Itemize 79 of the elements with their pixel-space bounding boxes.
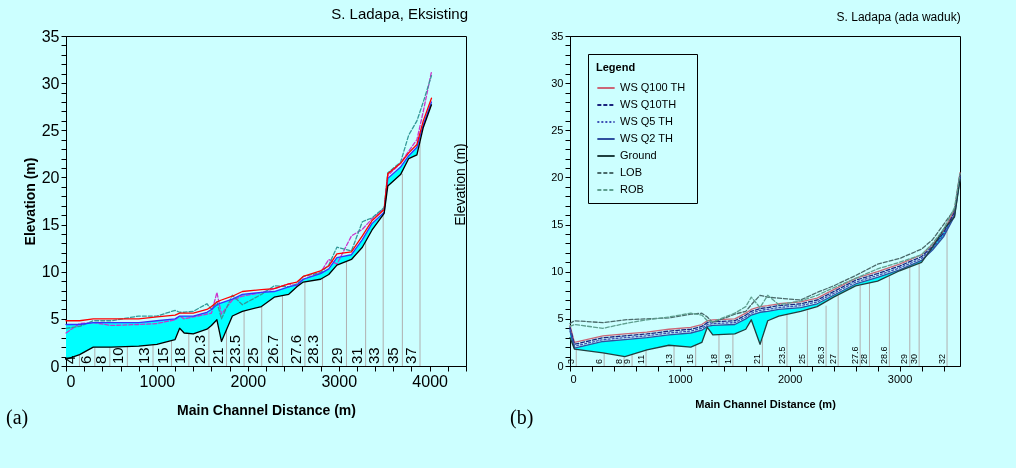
x-tick-label: 0 [570, 372, 577, 385]
legend-label: ROB [620, 183, 644, 195]
y-tick-label: 20 [41, 168, 60, 186]
annotation: 15 [153, 347, 171, 364]
annotation: 25 [797, 353, 808, 364]
annotation: 19 [722, 353, 733, 364]
y-tick-label: 5 [557, 312, 564, 325]
x-tick-label: 3000 [887, 372, 913, 385]
annotation: 31 [347, 347, 365, 364]
line-series [569, 208, 956, 325]
x-tick-label: 0 [66, 372, 76, 390]
y-tick-label: 10 [551, 265, 564, 278]
annotation: 33 [365, 347, 383, 364]
y-axis-title: Elevation (m) [21, 157, 38, 246]
legend-label: WS Q100 TH [620, 81, 686, 93]
annotation: 37 [402, 347, 419, 364]
x-tick-label: 1000 [139, 372, 176, 390]
y-tick-label: 10 [41, 263, 60, 281]
annotation: 27.6 [849, 346, 860, 364]
annotation: 4 [61, 355, 79, 364]
legend-label: LOB [620, 166, 643, 178]
annotation: 9 [621, 358, 632, 364]
y-tick-label: 30 [41, 74, 60, 92]
y-tick-label: 20 [551, 170, 564, 183]
x-tick-label: 4000 [412, 372, 449, 390]
legend-label: WS Q5 TH [620, 115, 674, 127]
annotation: 35 [384, 347, 402, 364]
y-tick-label: 35 [41, 27, 60, 45]
legend-label: WS Q10TH [620, 98, 677, 110]
legend-label: Ground [620, 149, 657, 161]
annotation: 8 [613, 358, 624, 364]
annotation: 29 [328, 347, 346, 364]
annotation: 26.3 [815, 346, 826, 364]
y-tick-label: 35 [551, 29, 564, 42]
chart-title: S. Ladapa, Eksisting [331, 5, 468, 22]
chart-title: S. Ladapa (ada waduk) [836, 10, 961, 24]
text: (b) [510, 406, 534, 429]
annotation: 25 [243, 347, 261, 364]
x-tick-label: 3000 [321, 372, 358, 390]
legend-title: Legend [596, 61, 636, 73]
annotation: 29 [899, 353, 910, 364]
text: (a) [6, 406, 29, 429]
y-tick-label: 25 [551, 123, 564, 136]
annotation: 30 [908, 353, 919, 364]
annotation: 27 [827, 353, 838, 364]
annotation: 23.5 [776, 346, 787, 364]
annotation: 13 [663, 353, 674, 364]
annotation: 27.6 [286, 334, 304, 364]
x-tick-label: 2000 [777, 372, 803, 385]
annotation: 21 [751, 353, 762, 364]
annotation: 28.6 [878, 346, 889, 364]
x-tick-label: 2000 [230, 372, 267, 390]
annotation: 20.3 [190, 334, 208, 364]
x-tick-label: 1000 [668, 372, 693, 385]
y-tick-label: 15 [551, 218, 564, 231]
annotation: 11 [635, 354, 646, 364]
annotation: 28 [859, 353, 870, 364]
annotation: 32 [936, 353, 947, 364]
annotation: 18 [170, 347, 188, 364]
annotation: 21 [208, 347, 226, 364]
y-tick-label: 25 [41, 121, 60, 139]
annotation: 13 [135, 347, 152, 364]
y-tick-label: 30 [551, 76, 564, 89]
x-axis-title: Main Channel Distance (m) [695, 397, 837, 410]
annotation: 6 [593, 358, 604, 364]
annotation: 23.5 [226, 334, 244, 364]
annotation: 28.3 [304, 334, 322, 364]
annotation: 26.7 [264, 334, 282, 364]
annotation: 10 [109, 347, 127, 364]
annotation: 15 [685, 353, 696, 364]
annotation: 8 [91, 355, 109, 364]
x-axis-title: Main Channel Distance (m) [177, 401, 356, 418]
y-tick-label: 5 [50, 310, 60, 328]
y-tick-label: 15 [41, 216, 60, 234]
legend-label: WS Q2 TH [620, 132, 674, 144]
annotation: 6 [76, 355, 94, 364]
y-tick-label: 0 [557, 359, 564, 372]
annotation: 18 [708, 353, 719, 364]
y2-axis-title: Elevation (m) [452, 143, 468, 226]
